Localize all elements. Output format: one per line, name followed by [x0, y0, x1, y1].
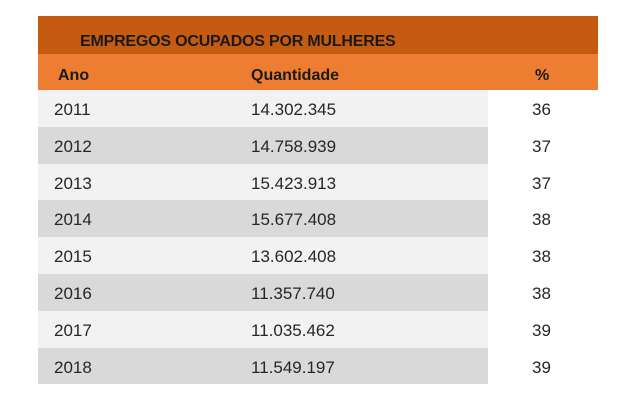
table-title-bar: EMPREGOS OCUPADOS POR MULHERES — [38, 16, 598, 54]
cell-percent: 39 — [532, 357, 551, 377]
cell-percent: 38 — [532, 210, 551, 230]
data-table: EMPREGOS OCUPADOS POR MULHERES Ano Quant… — [38, 16, 598, 385]
cell-quantity: 11.035.462 — [251, 320, 335, 340]
row-band — [38, 237, 488, 274]
table-header-row: Ano Quantidade % — [38, 54, 598, 90]
cell-percent: 38 — [532, 283, 551, 303]
row-band — [38, 90, 488, 127]
table-title: EMPREGOS OCUPADOS POR MULHERES — [80, 33, 396, 50]
cell-quantity: 11.357.740 — [251, 283, 335, 303]
cell-quantity: 14.758.939 — [251, 136, 337, 156]
cell-quantity: 15.677.408 — [251, 210, 337, 230]
table-body: 2011 14.302.345 36 2012 14.758.939 37 20… — [38, 90, 598, 385]
cell-quantity: 15.423.913 — [251, 173, 337, 193]
cell-year: 2013 — [54, 173, 92, 193]
table-row: 2015 13.602.408 38 — [38, 237, 598, 274]
table-row: 2017 11.035.462 39 — [38, 310, 598, 348]
table-row: 2013 15.423.913 37 — [38, 163, 598, 201]
column-header-percent: % — [535, 67, 550, 84]
cell-quantity: 11.549.197 — [251, 357, 335, 377]
cell-year: 2016 — [54, 283, 92, 303]
cell-percent: 37 — [532, 173, 551, 193]
row-band — [38, 310, 488, 348]
cell-percent: 39 — [532, 320, 551, 340]
cell-year: 2018 — [54, 357, 92, 377]
cell-year: 2011 — [54, 100, 91, 119]
cell-percent: 36 — [532, 100, 551, 119]
row-band — [38, 273, 488, 311]
table-row: 2012 14.758.939 37 — [38, 126, 598, 164]
row-band — [38, 163, 488, 201]
table-row: 2018 11.549.197 39 — [38, 347, 598, 385]
cell-year: 2014 — [54, 210, 92, 230]
row-band — [38, 126, 488, 164]
cell-percent: 37 — [532, 136, 551, 156]
row-band — [38, 347, 488, 385]
cell-percent: 38 — [532, 247, 551, 267]
cell-year: 2017 — [54, 320, 92, 340]
cell-quantity: 14.302.345 — [251, 100, 337, 119]
cell-year: 2012 — [54, 136, 92, 156]
cell-year: 2015 — [54, 247, 92, 267]
column-header-year: Ano — [58, 67, 90, 84]
row-band — [38, 200, 488, 238]
table-row: 2011 14.302.345 36 — [38, 90, 598, 127]
cell-quantity: 13.602.408 — [251, 247, 337, 267]
table-row: 2014 15.677.408 38 — [38, 200, 598, 238]
column-header-quantity: Quantidade — [251, 67, 340, 84]
table-row: 2016 11.357.740 38 — [38, 273, 598, 311]
